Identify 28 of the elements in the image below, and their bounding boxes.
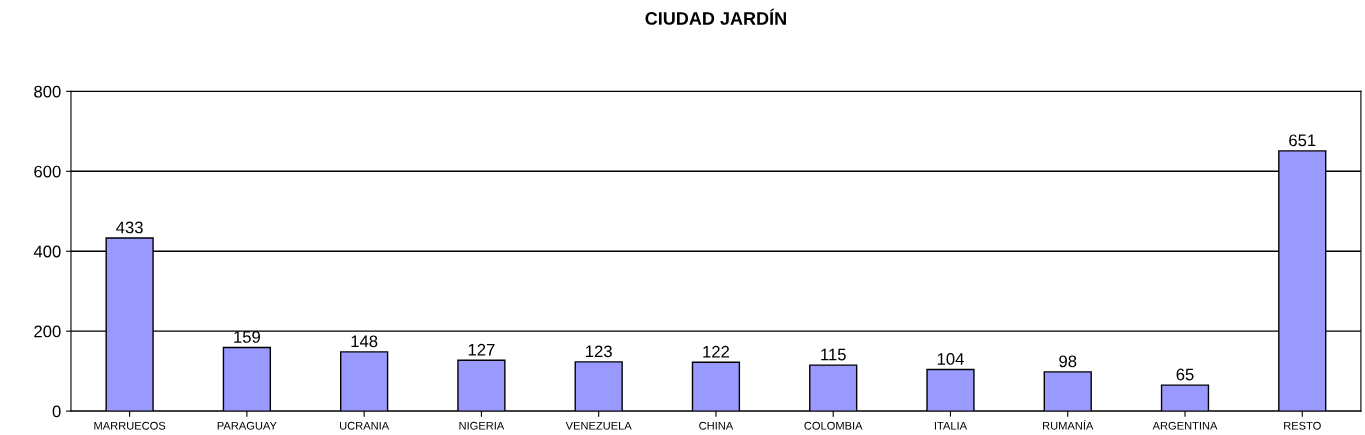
data-label: 127	[468, 343, 495, 356]
data-label: 122	[703, 345, 730, 358]
data-label: 123	[586, 345, 612, 358]
data-label: 65	[1176, 368, 1194, 381]
y-tick-label: 400	[33, 245, 61, 258]
x-tick-label: UCRANIA	[340, 421, 390, 430]
data-label: 651	[1289, 134, 1316, 147]
x-tick-label: RESTO	[1284, 421, 1321, 430]
data-label: 98	[1059, 355, 1077, 368]
data-label: 115	[821, 348, 846, 361]
y-tick-label: 800	[34, 85, 61, 98]
data-label: 148	[351, 335, 378, 348]
data-label: 159	[234, 331, 260, 343]
x-tick-label: MARRUECOS	[94, 421, 166, 430]
y-tick-label: 200	[34, 325, 61, 338]
y-tick-label: 0	[52, 405, 61, 418]
x-tick-label: RUMANÍA	[1043, 419, 1094, 430]
x-tick-label: NIGERIA	[459, 421, 505, 430]
data-label: 104	[937, 353, 964, 365]
x-tick-label: ITALIA	[934, 421, 968, 430]
y-tick-label: 600	[34, 165, 61, 178]
data-label: 433	[116, 221, 143, 234]
x-tick-label: VENEZUELA	[565, 421, 632, 430]
x-tick-label: CHINA	[699, 421, 734, 430]
x-tick-label: PARAGUAY	[217, 421, 277, 430]
x-tick-label: COLOMBIA	[804, 421, 863, 430]
chart-title: CIUDAD JARDÍN	[645, 8, 786, 25]
x-tick-label: ARGENTINA	[1152, 421, 1218, 430]
